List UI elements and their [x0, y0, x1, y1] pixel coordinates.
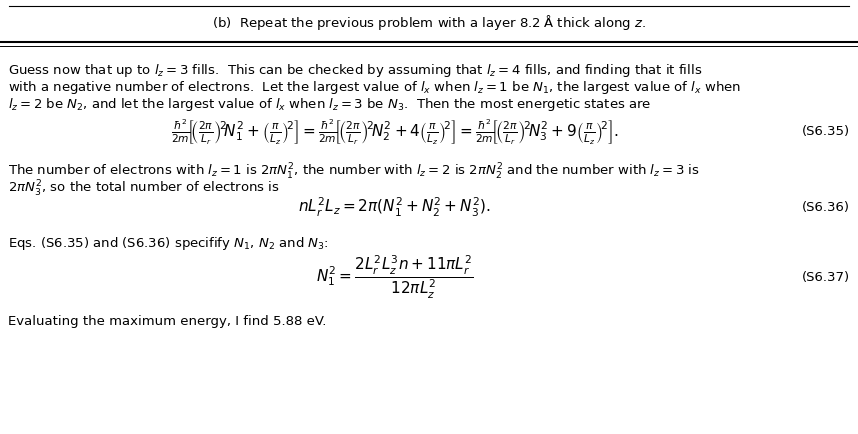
- Text: Evaluating the maximum energy, I find 5.88 eV.: Evaluating the maximum energy, I find 5.…: [8, 315, 326, 328]
- Text: Guess now that up to $l_z = 3$ fills.  This can be checked by assuming that $l_z: Guess now that up to $l_z = 3$ fills. Th…: [8, 62, 702, 79]
- Text: (b)  Repeat the previous problem with a layer 8.2 Å thick along $z$.: (b) Repeat the previous problem with a l…: [212, 13, 646, 32]
- Text: $\frac{\hbar^2}{2m}\!\left[\!\left(\frac{2\pi}{L_r}\right)^{\!2}\!N_1^2 + \left(: $\frac{\hbar^2}{2m}\!\left[\!\left(\frac…: [171, 117, 619, 147]
- Text: $N_1^2 = \dfrac{2L_r^2 L_z^3 n + 11\pi L_r^2}{12\pi L_z^2}$: $N_1^2 = \dfrac{2L_r^2 L_z^3 n + 11\pi L…: [316, 253, 474, 301]
- Text: Eqs. (S6.35) and (S6.36) specifify $N_1$, $N_2$ and $N_3$:: Eqs. (S6.35) and (S6.36) specifify $N_1$…: [8, 235, 329, 252]
- Text: $2\pi N_3^2$, so the total number of electrons is: $2\pi N_3^2$, so the total number of ele…: [8, 179, 280, 199]
- Text: with a negative number of electrons.  Let the largest value of $l_x$ when $l_z =: with a negative number of electrons. Let…: [8, 79, 741, 96]
- Text: $nL_r^2 L_z = 2\pi(N_1^2 + N_2^2 + N_3^2).$: $nL_r^2 L_z = 2\pi(N_1^2 + N_2^2 + N_3^2…: [299, 195, 491, 219]
- Text: (S6.35): (S6.35): [802, 125, 850, 138]
- Text: The number of electrons with $l_z = 1$ is $2\pi N_1^2$, the number with $l_z = 2: The number of electrons with $l_z = 1$ i…: [8, 162, 699, 182]
- Text: (S6.37): (S6.37): [802, 270, 850, 283]
- Text: (S6.36): (S6.36): [802, 201, 850, 214]
- Text: $l_z = 2$ be $N_2$, and let the largest value of $l_x$ when $l_z = 3$ be $N_3$. : $l_z = 2$ be $N_2$, and let the largest …: [8, 96, 651, 113]
